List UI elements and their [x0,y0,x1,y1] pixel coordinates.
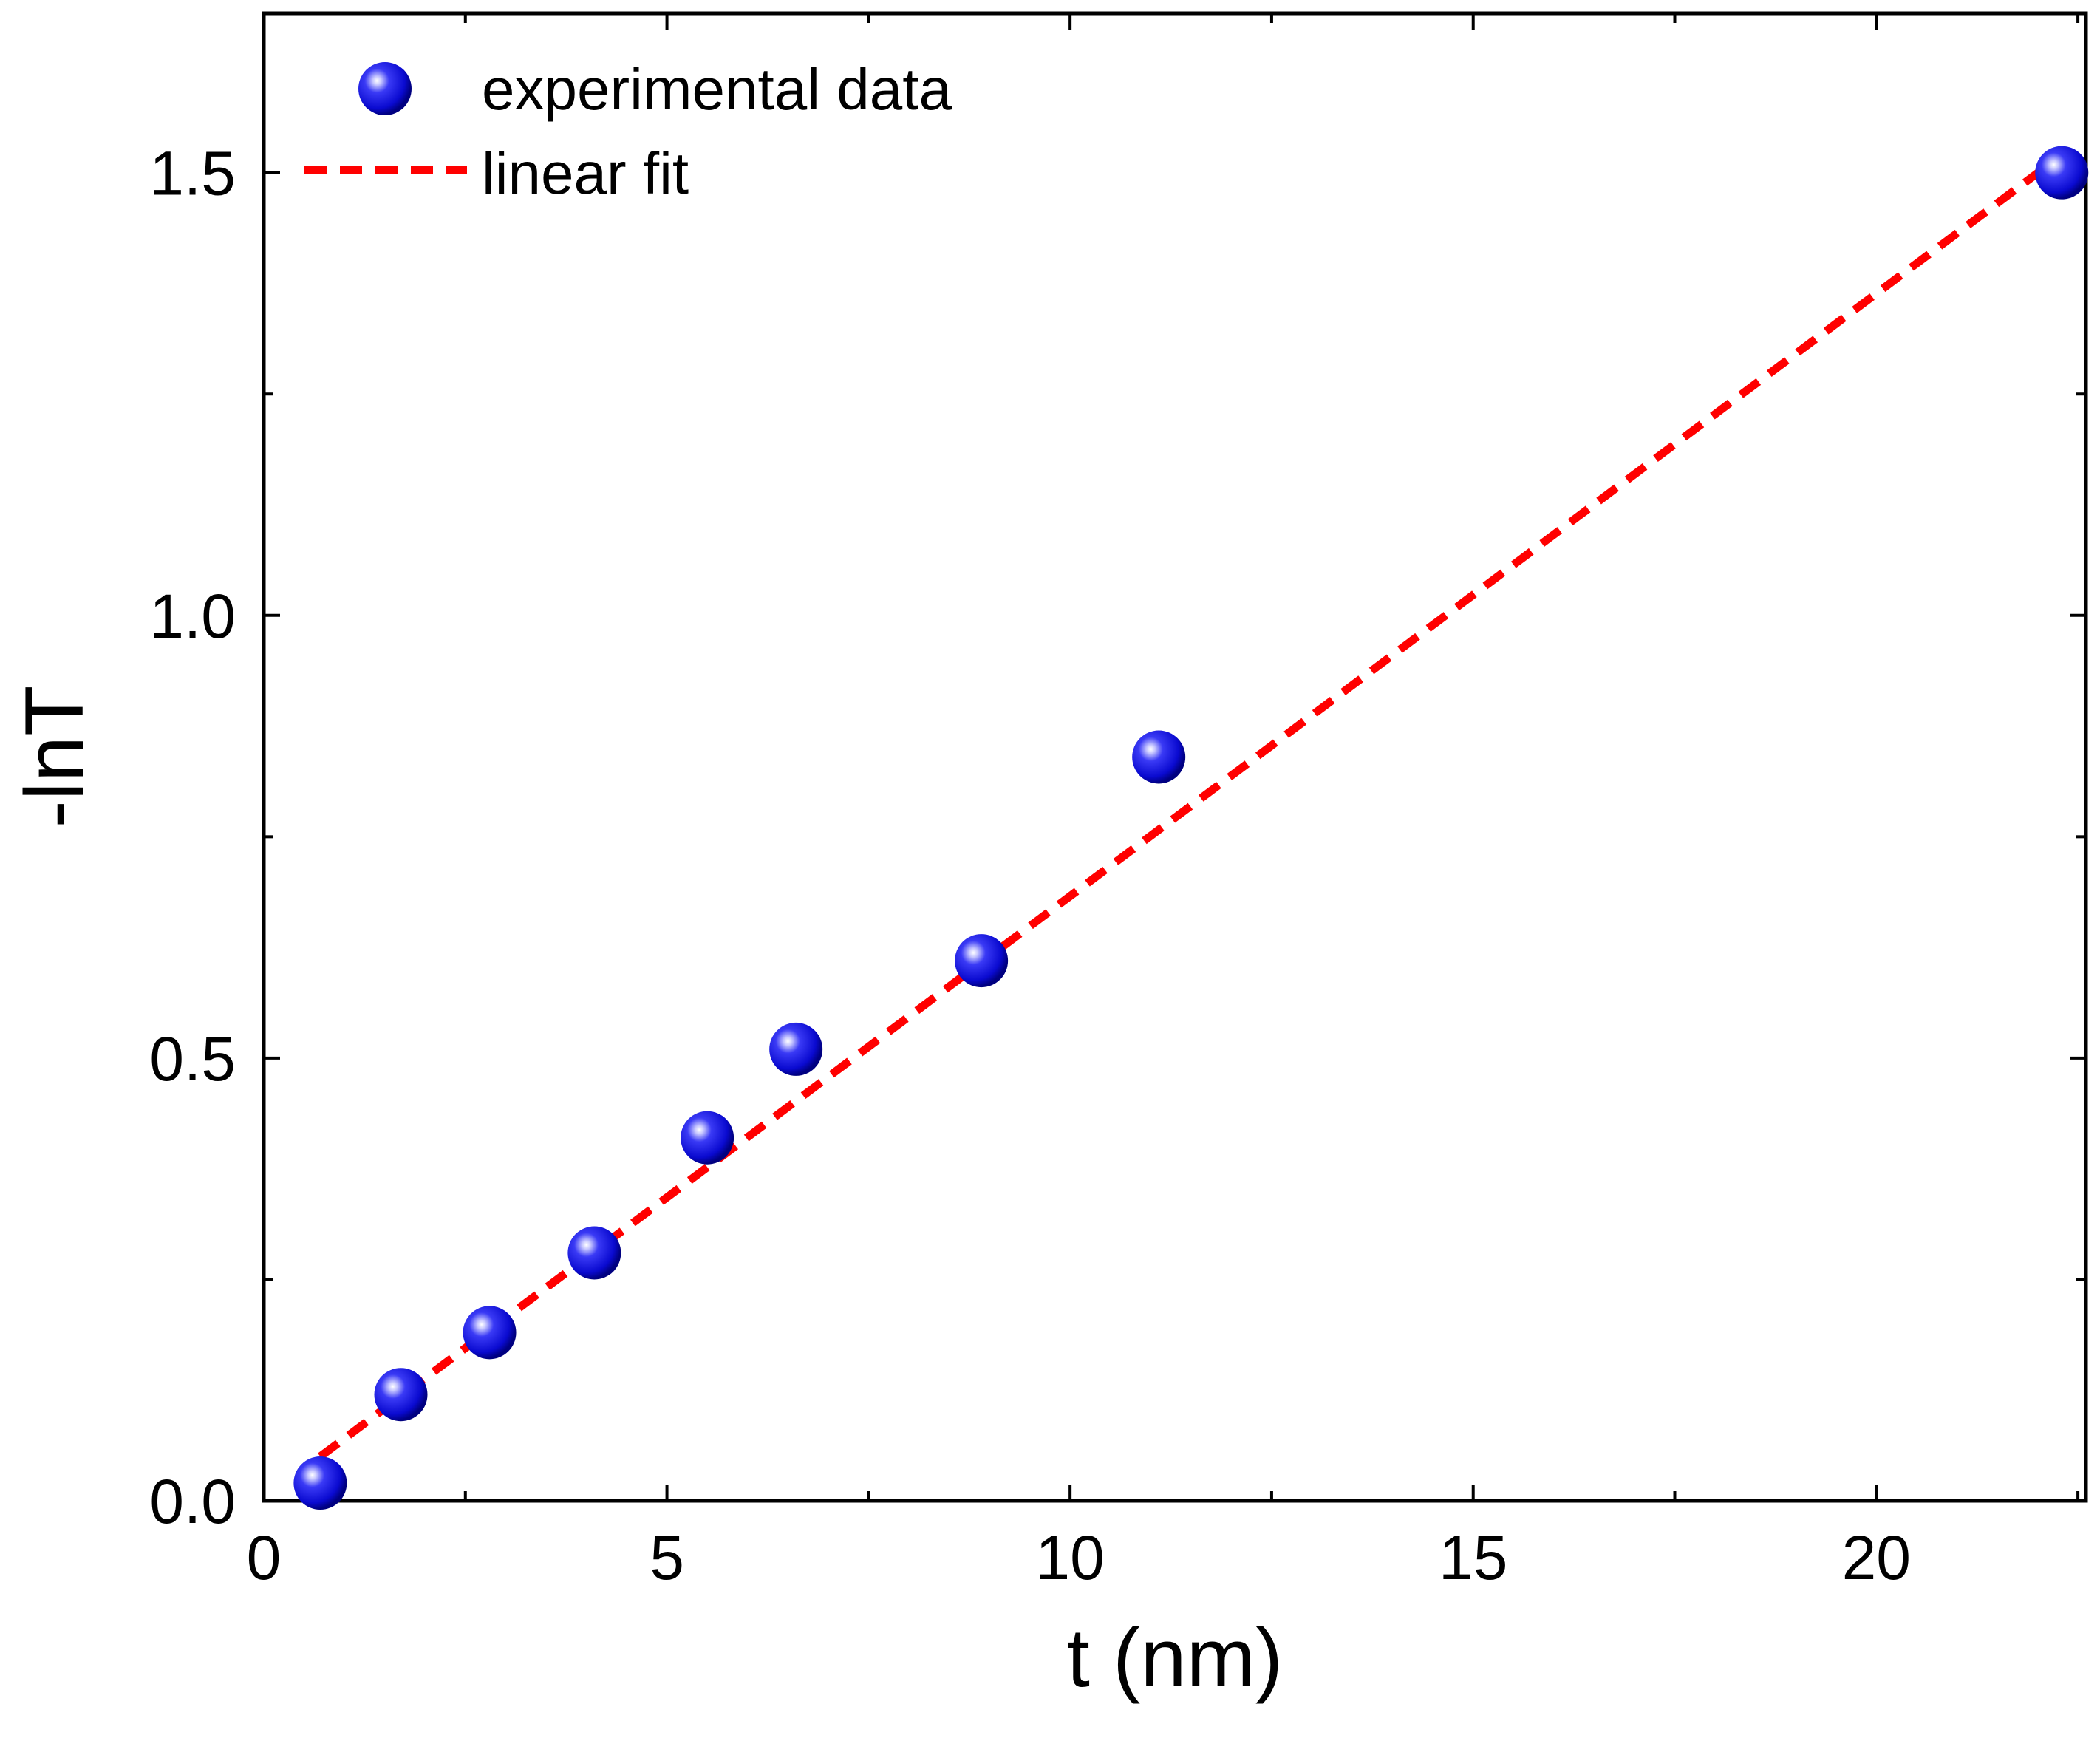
x-tick-label: 15 [1439,1523,1507,1592]
x-tick-label: 0 [247,1523,282,1592]
data-point [374,1368,428,1422]
x-tick-label: 20 [1842,1523,1911,1592]
y-tick-label: 1.5 [149,139,236,208]
data-point [955,934,1009,988]
legend-marker-experimental-data [358,62,412,115]
y-axis-title: -lnT [8,686,100,828]
data-point [463,1306,517,1360]
points-layer [293,146,2089,1510]
data-point [681,1111,734,1165]
legend-label-experimental-data: experimental data [482,56,952,122]
data-point [769,1022,823,1076]
y-tick-label: 0.5 [149,1024,236,1094]
data-point [1132,730,1186,784]
plot-frame [262,11,2088,1503]
x-axis-title: t (nm) [1067,1612,1283,1704]
x-tick-label: 5 [650,1523,684,1592]
axis-tick-labels: 0 5 10 15 20 0.0 0.5 1.0 1.5 [149,139,1911,1592]
y-tick-label: 1.0 [149,582,236,651]
y-tick-label: 0.0 [149,1467,236,1536]
data-point [567,1226,621,1280]
legend-label-linear-fit: linear fit [482,140,689,206]
data-point [293,1456,347,1510]
data-point [2035,146,2089,200]
x-tick-label: 10 [1035,1523,1104,1592]
legend: experimental data linear fit [304,56,952,206]
axis-ticks [262,13,2086,1502]
